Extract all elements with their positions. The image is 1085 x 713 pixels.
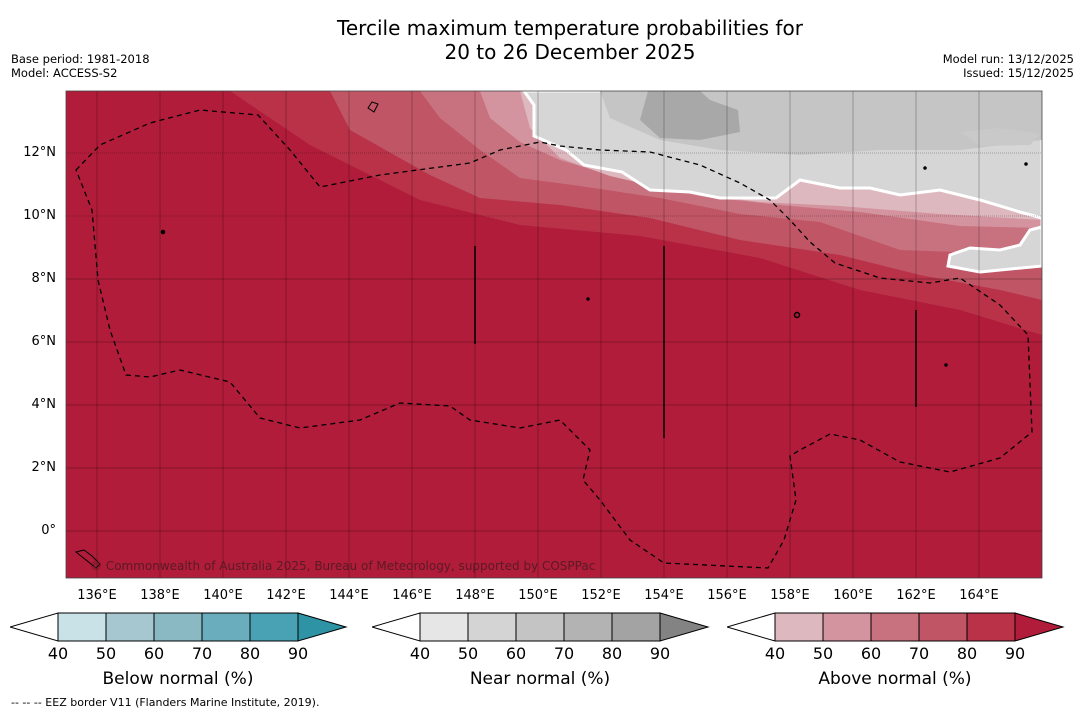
lat-label: 8°N [31, 271, 57, 286]
lat-label: 6°N [31, 334, 57, 349]
cbar-above-under [727, 612, 776, 642]
cbar-tick: 70 [191, 644, 213, 663]
above-normal-title: Above normal (%) [818, 669, 972, 689]
cbar-tick: 80 [601, 644, 623, 663]
lat-label: 2°N [31, 460, 57, 475]
cbar-tick: 70 [908, 644, 930, 663]
above-normal-colorbar [727, 612, 1065, 642]
cbar-tick: 80 [239, 644, 261, 663]
eez-footnote: -- -- -- EEZ border V11 (Flanders Marine… [11, 696, 320, 709]
lon-label: 162°E [896, 588, 936, 603]
land-features [74, 101, 1028, 569]
cbar-below-bin-60-70 [153, 612, 203, 642]
cbar-above-bin-60-70 [870, 612, 920, 642]
lon-label: 164°E [959, 588, 999, 603]
cbar-below-under [10, 612, 59, 642]
cbar-near-bin-60-70 [515, 612, 565, 642]
cbar-below-over [297, 612, 348, 642]
lon-label: 150°E [518, 588, 558, 603]
base-period-label: Base period: 1981-2018 [11, 52, 150, 66]
cbar-below-bin-70-80 [201, 612, 251, 642]
cbar-near-bin-80-90 [611, 612, 661, 642]
eez-border [75, 109, 1033, 569]
lon-label: 146°E [392, 588, 432, 603]
lon-label: 156°E [707, 588, 747, 603]
cbar-above-bin-50-60 [822, 612, 872, 642]
lon-label: 144°E [329, 588, 369, 603]
title-line-1: Tercile maximum temperature probabilitie… [337, 16, 803, 40]
cbar-tick: 90 [649, 644, 671, 663]
lon-label: 148°E [455, 588, 495, 603]
lon-label: 140°E [203, 588, 243, 603]
cbar-tick: 60 [505, 644, 527, 663]
cbar-below-bin-40-50 [57, 612, 107, 642]
lon-label: 160°E [833, 588, 873, 603]
model-run-label: Model run: 13/12/2025 [942, 52, 1074, 66]
cbar-near-bin-40-50 [419, 612, 469, 642]
title-line-2: 20 to 26 December 2025 [444, 40, 696, 64]
near-normal-60-area [640, 91, 740, 140]
cbar-above-bin-70-80 [918, 612, 968, 642]
lon-label: 154°E [644, 588, 684, 603]
cbar-tick: 40 [409, 644, 431, 663]
cbar-above-bin-40-50 [774, 612, 824, 642]
near-normal-50-patch [960, 128, 1040, 146]
cbar-tick: 60 [143, 644, 165, 663]
cbar-tick: 90 [287, 644, 309, 663]
meta-right: Model run: 13/12/2025 Issued: 15/12/2025 [943, 52, 1074, 80]
near-normal-title: Near normal (%) [469, 669, 611, 689]
near-normal-colorbar [372, 612, 710, 642]
cbar-tick: 80 [956, 644, 978, 663]
below-normal-colorbar [10, 612, 348, 642]
lat-label: 12°N [23, 145, 56, 160]
lat-label: 4°N [31, 397, 57, 412]
cbar-near-bin-70-80 [563, 612, 613, 642]
lon-label: 152°E [581, 588, 621, 603]
model-label: Model: ACCESS-S2 [11, 66, 118, 80]
cbar-tick: 60 [860, 644, 882, 663]
lat-label: 0° [41, 523, 56, 538]
cbar-tick: 40 [764, 644, 786, 663]
cbar-above-bin-80-90 [966, 612, 1016, 642]
cbar-tick: 90 [1004, 644, 1026, 663]
lon-label: 136°E [77, 588, 117, 603]
cbar-tick: 50 [457, 644, 479, 663]
copyright-notice: © Commonwealth of Australia 2025, Bureau… [90, 559, 596, 573]
cbar-near-under [372, 612, 421, 642]
cbar-tick: 50 [95, 644, 117, 663]
lon-label: 158°E [770, 588, 810, 603]
cbar-tick: 40 [47, 644, 69, 663]
meta-left: Base period: 1981-2018 Model: ACCESS-S2 [11, 52, 150, 80]
cbar-tick: 70 [553, 644, 575, 663]
issued-label: Issued: 15/12/2025 [963, 66, 1074, 80]
lat-label: 10°N [23, 208, 56, 223]
map-title: Tercile maximum temperature probabilitie… [0, 16, 1085, 64]
cbar-above-over [1014, 612, 1065, 642]
cbar-tick: 50 [812, 644, 834, 663]
cbar-below-bin-80-90 [249, 612, 299, 642]
cbar-below-bin-50-60 [105, 612, 155, 642]
cbar-near-bin-50-60 [467, 612, 517, 642]
below-normal-title: Below normal (%) [102, 669, 254, 689]
cbar-near-over [659, 612, 710, 642]
lon-label: 138°E [140, 588, 180, 603]
lon-label: 142°E [266, 588, 306, 603]
